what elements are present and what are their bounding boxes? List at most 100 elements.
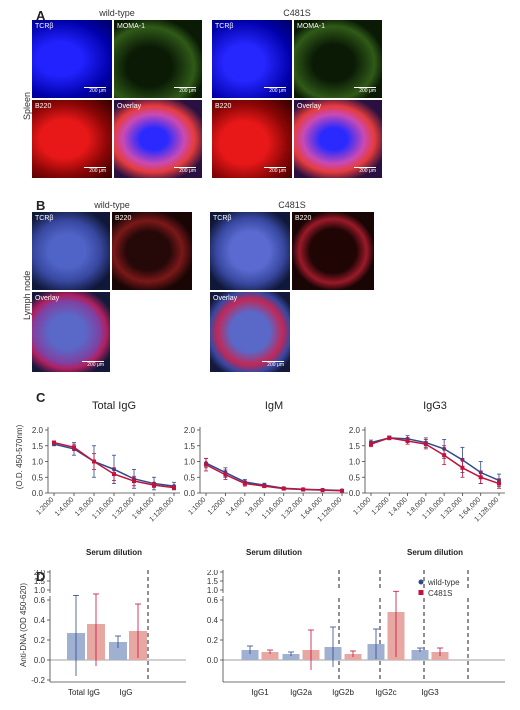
y-tick-label: 1.0 (349, 458, 361, 467)
data-point (497, 481, 501, 486)
y-tick-label: 1.0 (32, 458, 44, 467)
category-label: IgG (120, 688, 133, 697)
stain-label: Overlay (297, 103, 322, 110)
category-label: IgG2a (290, 688, 312, 697)
spleen-mut-tcr-image: TCRβ 200 μm (212, 20, 292, 98)
axis-break (46, 593, 54, 596)
x-tick-label: 1:2000 (207, 496, 227, 516)
data-point (262, 484, 267, 489)
data-point (281, 486, 286, 491)
lymph-wt-overlay-image: Overlay 200 μm (32, 292, 110, 372)
chart-title: IgG3 (423, 400, 447, 412)
stain-label: TCRβ (213, 215, 232, 222)
spleen-wt-b220-image: B220 200 μm (32, 100, 112, 178)
bar (109, 642, 127, 660)
chart-total-igg: Total IgG0.00.51.01.52.01:20001:4,0001:8… (32, 400, 180, 557)
lymph-mut-title: C481S (278, 200, 306, 210)
lymph-mut-b220-image: B220 (292, 212, 374, 290)
data-point (72, 445, 76, 450)
y-tick-label: 2.0 (34, 570, 46, 577)
bar (282, 654, 300, 660)
y-tick-label: 2.0 (184, 426, 196, 435)
bar (241, 650, 259, 660)
axis-break (376, 591, 384, 597)
legend-mut: C481S (428, 589, 452, 598)
stain-label: TCRβ (35, 23, 54, 30)
data-point (152, 483, 156, 488)
scale-bar-label: 200 μm (179, 88, 196, 94)
y-tick-label: 1.5 (349, 442, 361, 451)
y-tick-label: 2.0 (207, 570, 219, 577)
series-line (370, 437, 500, 485)
data-point (340, 488, 344, 493)
y-tick-label: 0.5 (184, 473, 196, 482)
data-point (242, 481, 247, 486)
lymph-wt-b220-image: B220 (112, 212, 192, 290)
y-tick-label: 2.0 (349, 426, 361, 435)
category-label: IgG2b (332, 688, 354, 697)
lymph-mut-overlay-image: Overlay 200 μm (210, 292, 290, 372)
stain-label: B220 (115, 215, 132, 222)
scale-bar-label: 200 μm (267, 362, 284, 368)
y-tick-label: 1.0 (34, 586, 46, 595)
y-tick-label: 1.0 (207, 586, 219, 595)
stain-label: Overlay (35, 295, 60, 302)
spleen-wt-title: wild-type (99, 8, 135, 18)
stain-label: B220 (295, 215, 312, 222)
data-point (423, 442, 428, 447)
spleen-label: Spleen (22, 91, 32, 120)
lymph-mut-tcr-image: TCRβ (210, 212, 290, 290)
chart-igg3: IgG30.00.51.01.52.01:10001:20001:4,0001:… (349, 400, 505, 557)
y-tick-label: 0.4 (207, 616, 219, 625)
y-tick-label: 0.0 (34, 656, 46, 665)
scale-bar-label: 200 μm (269, 168, 286, 174)
y-tick-label: 0.5 (32, 473, 44, 482)
y-tick-label: 1.5 (34, 577, 46, 586)
scale-bar-label: 200 μm (359, 88, 376, 94)
y-tick-label: 1.5 (184, 442, 196, 451)
stain-label: MOMA-1 (117, 23, 145, 30)
legend-wt: wild-type (427, 578, 460, 587)
y-tick-label: -0.2 (31, 676, 45, 685)
data-point (112, 472, 116, 477)
lymph-wt-tcr-image: TCRβ (32, 212, 110, 290)
stain-label: Overlay (213, 295, 238, 302)
panel-label-b: B (36, 198, 46, 213)
scale-bar-label: 200 μm (89, 88, 106, 94)
category-label: Total IgG (68, 688, 100, 697)
x-axis-label: Serum dilution (86, 548, 142, 557)
scale-bar-label: 200 μm (87, 362, 104, 368)
y-tick-label: 0.2 (207, 636, 219, 645)
stain-label: B220 (35, 103, 52, 110)
chart-c-ylabel: (O.D. 450-570nm) (15, 424, 24, 489)
axis-break (420, 591, 428, 597)
bar (261, 652, 279, 660)
spleen-mut-title: C481S (283, 8, 311, 18)
spleen-wt-overlay-image: Overlay 200 μm (114, 100, 202, 178)
series-line (205, 462, 343, 492)
lymph-wt-title: wild-type (94, 200, 130, 210)
spleen-wt-moma-image: MOMA-1 200 μm (114, 20, 202, 98)
bar (411, 650, 429, 660)
spleen-mut-b220-image: B220 200 μm (212, 100, 292, 178)
data-point (405, 439, 410, 444)
chart-title: Total IgG (92, 400, 136, 412)
panel-label-c: C (36, 390, 46, 405)
y-tick-label: 0.2 (34, 636, 46, 645)
y-tick-label: 0.6 (34, 596, 46, 605)
y-tick-label: 0.0 (207, 656, 219, 665)
axis-break (464, 591, 472, 597)
lymph-node-label: Lymph node (22, 270, 32, 320)
y-tick-label: 0.0 (32, 489, 44, 498)
stain-label: Overlay (117, 103, 142, 110)
anti-dna-chart: Anti-DNA (OD 450-620) -0.20.00.20.40.61.… (19, 570, 505, 697)
data-point (172, 485, 176, 490)
panel-label-d: D (36, 569, 46, 584)
legend: wild-type C481S (418, 578, 460, 598)
scale-bar-label: 200 μm (179, 168, 196, 174)
x-axis-label: Serum dilution (246, 548, 302, 557)
data-point (320, 488, 325, 493)
x-tick-label: 1:1000 (187, 496, 207, 516)
chart-title: IgM (265, 400, 283, 412)
